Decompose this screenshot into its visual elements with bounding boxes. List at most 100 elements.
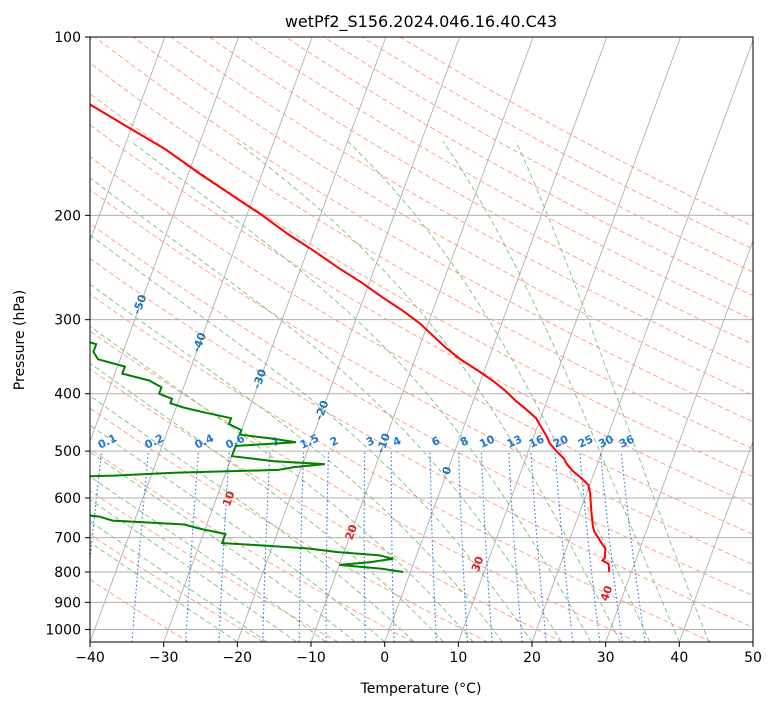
x-tick-label: −20	[223, 650, 253, 666]
mixing-ratio-label: 0.1	[96, 432, 119, 452]
isotherm-label: -50	[130, 293, 149, 316]
mixing-ratio-line	[218, 451, 230, 642]
plot-area: -100-90-80-70-60-50-40-30-20-10010203040…	[18, 37, 753, 642]
mixing-ratio-label: 2	[328, 434, 340, 449]
y-tick-label: 100	[54, 30, 81, 46]
mixing-ratio-label: 8	[458, 434, 470, 449]
y-tick-label: 200	[54, 208, 81, 224]
y-tick-label: 400	[54, 387, 81, 403]
profile-series	[90, 103, 611, 573]
isotherm-line	[310, 37, 534, 642]
isotherm-line	[163, 37, 387, 642]
y-tick-label: 800	[54, 565, 81, 581]
x-tick-label: 40	[670, 650, 688, 666]
y-axis-label: Pressure (hPa)	[12, 290, 28, 390]
mixing-ratio-line	[530, 451, 547, 642]
mixing-ratio-label: 0.2	[143, 432, 166, 452]
dry-adiabat-line	[284, 37, 753, 297]
dry-adiabat-label: 10	[220, 489, 238, 508]
dry-adiabat-line	[90, 407, 488, 642]
mixing-ratio-label: 0.4	[193, 431, 216, 451]
y-tick-label: 900	[54, 595, 81, 611]
x-axis-label: Temperature (°C)	[360, 681, 482, 697]
mixing-ratio-line	[554, 451, 574, 642]
plot-frame	[89, 36, 754, 643]
dry-adiabat-line	[90, 223, 753, 597]
mixing-ratio-line	[480, 451, 493, 642]
isotherm-line	[236, 37, 461, 642]
isotherm-label: 0	[440, 465, 455, 477]
isotherm-label: -70	[18, 198, 37, 221]
mixing-ratio-label: 13	[505, 433, 524, 451]
mixing-ratio-line	[90, 451, 103, 565]
mixing-ratio-label: 1	[269, 434, 281, 449]
isotherm-label: -40	[190, 331, 209, 354]
dry-adiabat-line	[94, 37, 753, 423]
x-tick-label: −10	[296, 650, 326, 666]
x-axis-ticks: −40 −30 −20 −10 0 10 20 30 40 50	[75, 642, 762, 666]
mixing-ratio-label: 16	[527, 432, 547, 450]
pressure-grid-lines	[90, 37, 753, 630]
y-axis-ticks: 100 200 300 400 500 600 700 800 900 1000	[45, 30, 90, 638]
mixing-ratio-label: 6	[430, 434, 443, 449]
dry-adiabat-line	[399, 37, 753, 227]
moist-adiabat-line	[235, 140, 621, 642]
isotherm-line	[531, 39, 753, 642]
mixing-ratio-label: 20	[551, 432, 571, 450]
moist-adiabat-line	[90, 451, 356, 642]
mixing-ratio-label: 1.5	[298, 432, 321, 452]
dry-adiabat-line	[361, 37, 753, 250]
mixing-ratio-label: 4	[391, 434, 404, 449]
mixing-ratio-line	[579, 451, 601, 642]
mixing-ratio-lines	[90, 451, 646, 642]
mixing-ratio-line	[620, 451, 646, 642]
moist-adiabat-line	[90, 520, 268, 642]
isotherm-line	[605, 239, 753, 642]
dry-adiabat-line	[90, 62, 753, 450]
temperature-profile-line	[90, 103, 611, 573]
dry-adiabat-line	[90, 257, 753, 628]
mixing-ratio-line	[325, 451, 330, 642]
x-tick-label: 50	[744, 650, 762, 666]
dry-adiabat-line	[90, 92, 753, 478]
x-tick-label: 0	[380, 650, 389, 666]
isotherm-line	[678, 440, 753, 642]
dry-adiabat-line	[90, 189, 753, 566]
moist-adiabat-line	[90, 498, 297, 642]
dry-adiabat-line	[90, 533, 264, 642]
dewpoint-profile-line	[90, 341, 404, 573]
dry-adiabat-line	[90, 156, 753, 535]
mixing-ratio-label: 25	[576, 433, 595, 451]
dry-adiabat-label: 30	[469, 554, 487, 573]
dry-adiabat-line	[90, 330, 638, 642]
x-tick-label: −30	[149, 650, 179, 666]
dry-adiabat-line	[208, 37, 753, 345]
dry-adiabat-line	[90, 368, 563, 642]
isotherm-label: -30	[250, 367, 269, 390]
isopleth-labels: -100-90-80-70-60-50-40-30-20-10010203040…	[18, 198, 637, 603]
y-tick-label: 700	[54, 531, 81, 547]
isotherm-line	[90, 37, 240, 443]
isotherm-line	[90, 37, 313, 642]
mixing-ratio-line	[363, 451, 366, 642]
x-tick-label: 20	[523, 650, 541, 666]
mixing-ratio-line	[390, 451, 395, 642]
y-tick-label: 1000	[45, 622, 81, 638]
chart-title: wetPf2_S156.2024.046.16.40.C43	[285, 12, 557, 32]
mixing-ratio-label: 10	[477, 432, 497, 450]
x-tick-label: 30	[597, 650, 615, 666]
x-tick-label: −40	[75, 650, 105, 666]
dry-adiabat-lines	[90, 37, 753, 642]
dry-adiabat-line	[90, 124, 753, 506]
dry-adiabat-line	[90, 578, 190, 642]
dry-adiabat-label: 20	[343, 523, 361, 542]
dry-adiabat-line	[322, 37, 753, 273]
dry-adiabat-line	[90, 490, 339, 642]
y-tick-label: 600	[54, 491, 81, 507]
mixing-ratio-label: 36	[617, 432, 637, 450]
x-tick-label: 10	[449, 650, 467, 666]
y-tick-label: 500	[54, 444, 81, 460]
isotherm-line	[90, 37, 166, 243]
mixing-ratio-line	[458, 451, 469, 642]
